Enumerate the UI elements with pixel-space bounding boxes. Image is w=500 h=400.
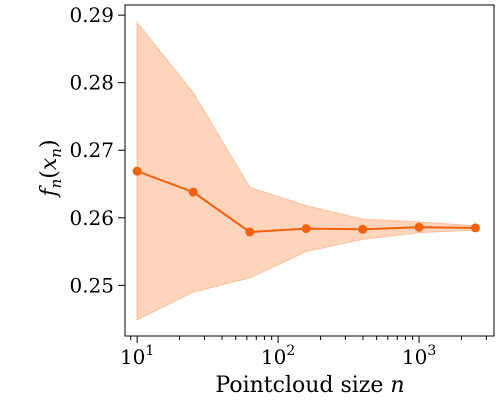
plot-frame	[124, 4, 495, 337]
data-point	[245, 227, 255, 237]
y-tick-label: 0.27	[69, 138, 114, 162]
series-marker-layer	[132, 166, 480, 237]
x-axis-ticks: 101 102 103	[120, 336, 487, 369]
confidence-band-layer	[136, 21, 476, 321]
y-tick-label: 0.26	[69, 206, 114, 230]
x-tick-label: 101	[120, 343, 154, 369]
confidence-band	[136, 21, 476, 321]
data-point	[188, 187, 198, 197]
y-tick-label: 0.25	[69, 273, 114, 297]
y-axis-ticks: 0.25 0.26 0.27 0.28 0.29	[69, 3, 125, 297]
x-tick-label: 103	[402, 343, 436, 369]
data-point	[301, 224, 311, 234]
data-point	[132, 166, 142, 176]
y-tick-label: 0.28	[69, 71, 114, 95]
data-point	[470, 223, 480, 233]
data-point	[414, 222, 424, 232]
data-point	[358, 224, 368, 234]
y-tick-label: 0.29	[69, 3, 114, 27]
y-axis-label: fn​(xn​)	[37, 139, 65, 198]
x-axis-label: Pointcloud size n	[215, 373, 404, 398]
x-tick-label: 102	[261, 343, 295, 369]
